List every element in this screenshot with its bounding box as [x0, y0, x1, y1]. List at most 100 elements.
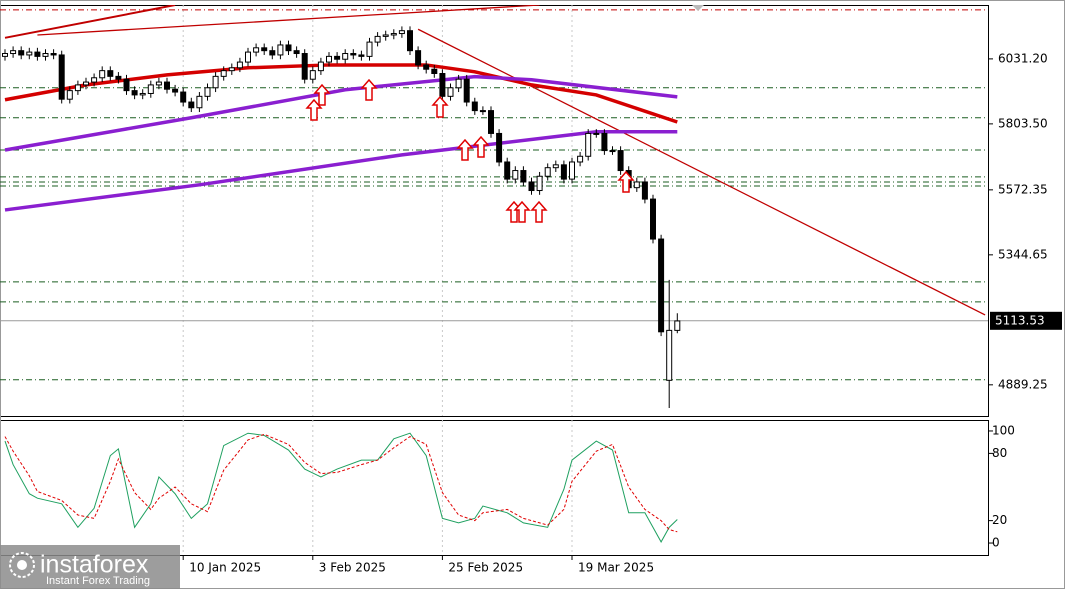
candle-body: [155, 81, 162, 86]
candle-body: [131, 90, 138, 96]
candle-body: [504, 161, 511, 180]
candle-body: [617, 150, 624, 172]
candle-body: [277, 44, 284, 56]
up-arrow: [305, 98, 323, 121]
y-tick-label: 20: [992, 513, 1007, 527]
candle-body: [536, 175, 543, 192]
candle-body: [285, 44, 292, 52]
moving-average: [4, 74, 678, 152]
candle-body: [496, 132, 503, 163]
candle-body: [74, 84, 81, 92]
current-price-label: 5113.53: [995, 313, 1045, 327]
candle-body: [423, 64, 430, 70]
candle-body: [407, 30, 413, 52]
candle-body: [544, 167, 551, 177]
up-arrow: [456, 138, 474, 161]
candle-body: [666, 329, 673, 381]
candle-body: [66, 90, 73, 100]
candle-body: [512, 170, 519, 180]
x-tick-label: 19 Mar 2025: [578, 561, 654, 575]
candle-body: [455, 78, 462, 89]
candle-body: [390, 33, 397, 36]
candle-body: [447, 87, 454, 97]
y-tick-label: 5344.65: [998, 247, 1048, 261]
candle-body: [123, 78, 130, 92]
candle-body: [83, 81, 89, 86]
candle-body: [172, 88, 179, 93]
candle-body: [245, 51, 251, 63]
candle-body: [479, 110, 486, 113]
candle-body: [188, 101, 195, 109]
y-tick-label: 0: [992, 536, 1000, 550]
candle-body: [58, 54, 65, 100]
candle-body: [334, 55, 341, 60]
up-arrow: [360, 78, 378, 101]
moving-average: [4, 129, 678, 212]
candle-body: [269, 50, 276, 56]
candle-body: [439, 73, 446, 97]
up-arrow: [617, 170, 635, 193]
candle-body: [18, 50, 25, 56]
trendline: [4, 5, 176, 39]
candle-body: [164, 81, 170, 90]
candle-body: [309, 70, 316, 80]
candle-body: [115, 75, 122, 80]
candle-body: [658, 238, 665, 333]
candle-body: [253, 47, 260, 53]
candle-body: [552, 164, 559, 169]
candle-body: [180, 91, 187, 103]
candle-body: [261, 47, 268, 52]
candle-body: [569, 161, 575, 180]
x-tick-label: 25 Feb 2025: [448, 561, 523, 575]
shift-marker: [692, 5, 704, 11]
candle-body: [463, 78, 470, 103]
y-tick-label: 5572.35: [998, 182, 1048, 196]
candle-body: [488, 110, 494, 134]
candle-body: [220, 70, 227, 77]
trendline: [417, 28, 986, 316]
candle-body: [50, 53, 57, 56]
candle-body: [382, 34, 389, 37]
candle-body: [431, 68, 438, 74]
candle-body: [42, 53, 49, 57]
oscillator-panel: [4, 420, 678, 555]
watermark-logo: [9, 552, 35, 578]
candle-body: [212, 75, 219, 89]
candle-body: [228, 67, 235, 72]
candle-body: [91, 77, 98, 83]
x-tick-label: 10 Jan 2025: [189, 561, 261, 575]
candle-body: [471, 101, 478, 112]
candle-body: [2, 53, 8, 57]
candle-body: [301, 53, 308, 80]
candle-body: [350, 53, 357, 56]
candle-body: [99, 70, 106, 79]
y-tick-label: 5803.50: [998, 116, 1048, 130]
candle-body: [317, 61, 324, 72]
candle-body: [674, 320, 681, 331]
watermark-tagline: Instant Forex Trading: [46, 575, 150, 587]
y-tick-label: 80: [992, 446, 1007, 460]
candle-body: [366, 41, 373, 57]
candle-body: [342, 53, 349, 60]
price-panel: [0, 5, 988, 416]
oscillator-line: [4, 433, 678, 533]
up-arrow: [472, 135, 490, 158]
candle-body: [560, 164, 567, 180]
axes: 10 Jan 2025 3 Feb 2025 25 Feb 2025 19 Mar 2…: [182, 51, 1062, 575]
signal-arrows: [305, 78, 635, 223]
candle-body: [34, 51, 41, 57]
up-arrow: [313, 83, 331, 106]
y-tick-label: 6031.20: [998, 51, 1048, 65]
candle-body: [528, 181, 535, 192]
watermark-logo-core: [17, 560, 27, 570]
candle-body: [147, 84, 154, 94]
candle-body: [374, 35, 381, 43]
candle-body: [398, 30, 405, 35]
oscillator-line: [4, 432, 678, 543]
y-tick-label: 100: [992, 423, 1015, 437]
candle-body: [236, 61, 243, 69]
candle-body: [593, 132, 600, 135]
